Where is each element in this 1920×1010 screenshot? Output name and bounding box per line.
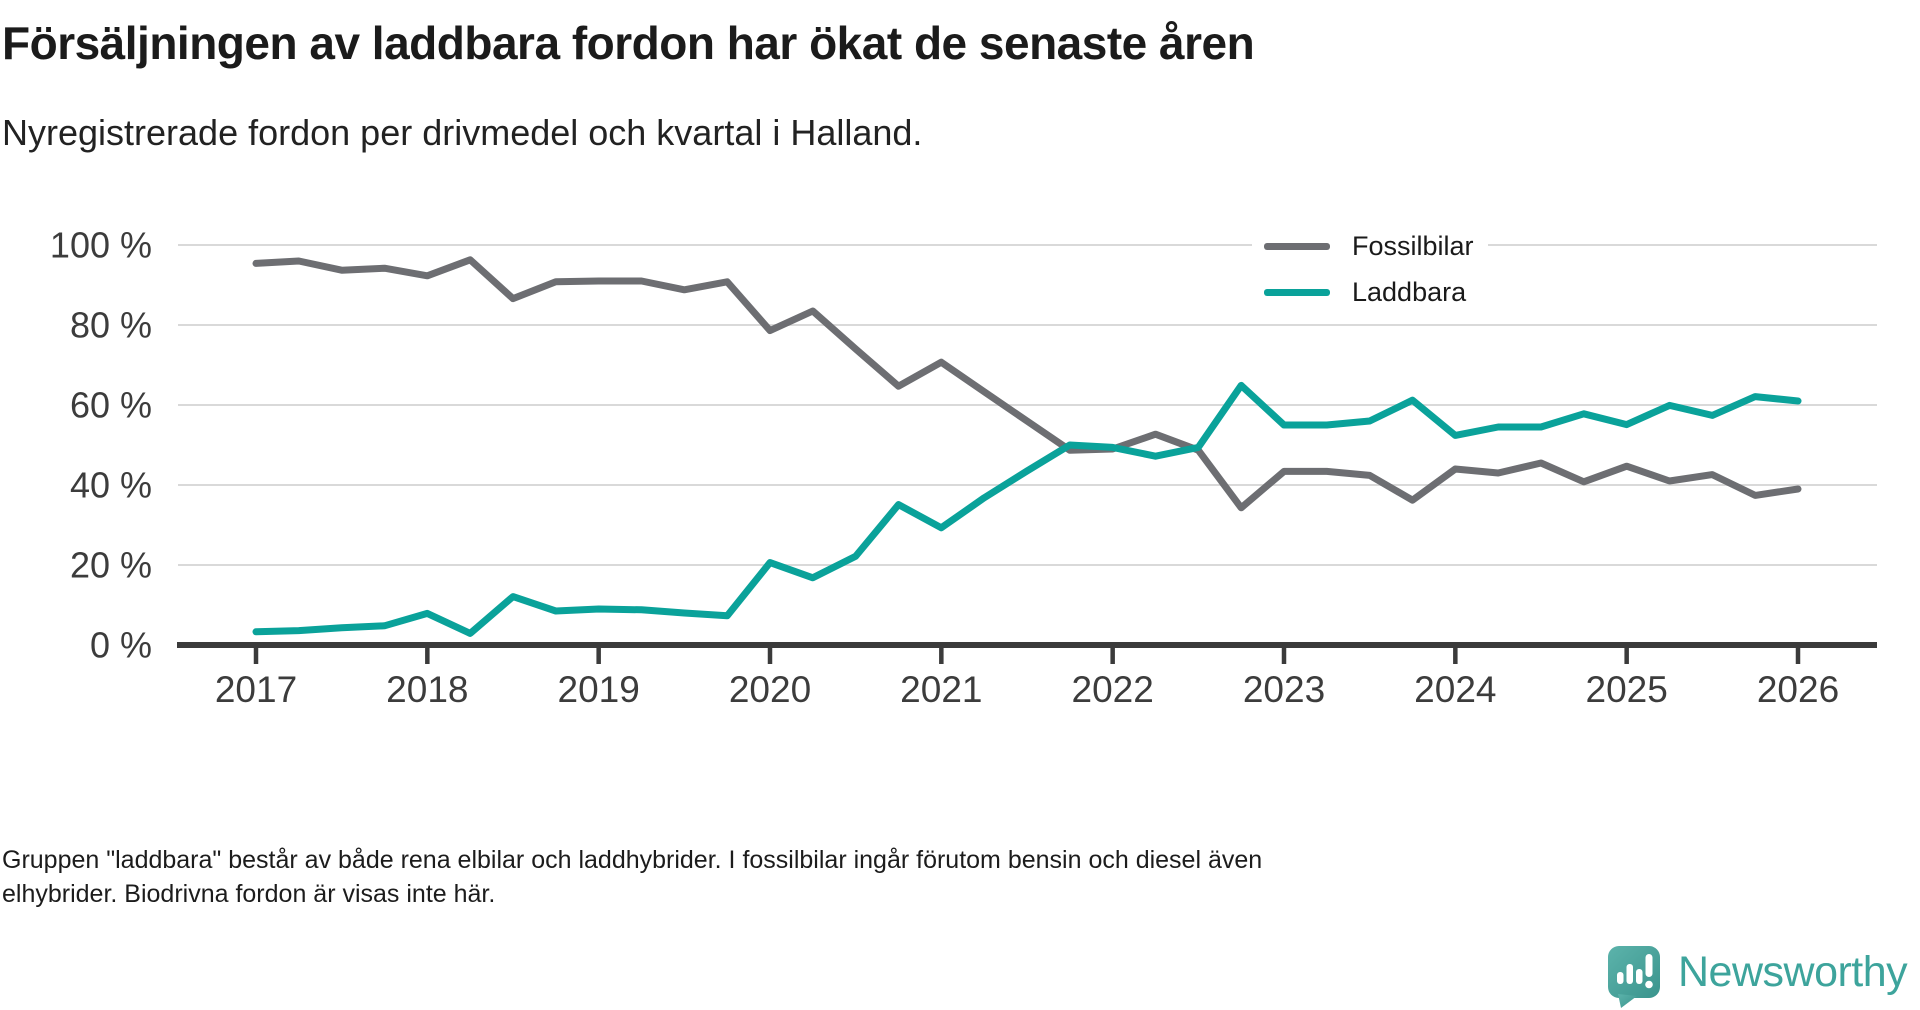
footnote-line-1: Gruppen "laddbara" består av både rena e…	[2, 846, 1263, 874]
legend-label: Laddbara	[1352, 276, 1467, 307]
x-tick-label: 2024	[1414, 669, 1496, 710]
x-tick-label: 2021	[900, 669, 982, 710]
y-tick-label: 0 %	[90, 625, 152, 666]
chart-canvas: 0 % 20 % 40 % 60 % 80 % 100 % 2017 2018 2019 2020…	[50, 225, 1877, 710]
y-tick-label: 40 %	[70, 465, 152, 506]
footnote-line-2: elhybrider. Biodrivna fordon är visas in…	[2, 880, 496, 908]
page-subtitle: Nyregistrerade fordon per drivmedel och …	[2, 112, 923, 153]
newsworthy-wordmark: Newsworthy	[1678, 947, 1908, 996]
fossilbilar-line-swatch	[1264, 242, 1330, 250]
legend-item-laddbara: Laddbara	[1264, 269, 1474, 315]
y-tick-label: 80 %	[70, 305, 152, 346]
x-tick-label: 2022	[1072, 669, 1154, 710]
x-tick-label: 2017	[215, 669, 297, 710]
newsworthy-branding: Newsworthy	[1606, 944, 1908, 1008]
page-title: Försäljningen av laddbara fordon har öka…	[2, 17, 1255, 69]
x-tick-label: 2026	[1757, 669, 1839, 710]
series-line-laddbara	[252, 381, 1802, 637]
line-chart: 0 % 20 % 40 % 60 % 80 % 100 % 2017 2018 2019 2020…	[0, 175, 1920, 795]
x-tick-label: 2025	[1586, 669, 1668, 710]
x-tick-label: 2019	[558, 669, 640, 710]
y-tick-label: 20 %	[70, 545, 152, 586]
chart-legend: Fossilbilar Laddbara	[1252, 221, 1488, 317]
legend-label: Fossilbilar	[1352, 230, 1474, 261]
chart-footnote: Gruppen "laddbara" består av både rena e…	[2, 843, 1262, 911]
x-tick-label: 2018	[386, 669, 468, 710]
legend-item-fossilbilar: Fossilbilar	[1264, 223, 1474, 269]
x-tick-label: 2023	[1243, 669, 1325, 710]
newsworthy-logo-icon	[1608, 946, 1660, 1008]
series-line-fossilbilar	[252, 256, 1802, 512]
y-tick-label: 100 %	[50, 225, 152, 266]
laddbara-line-swatch	[1264, 288, 1330, 296]
x-tick-label: 2020	[729, 669, 811, 710]
y-tick-label: 60 %	[70, 385, 152, 426]
